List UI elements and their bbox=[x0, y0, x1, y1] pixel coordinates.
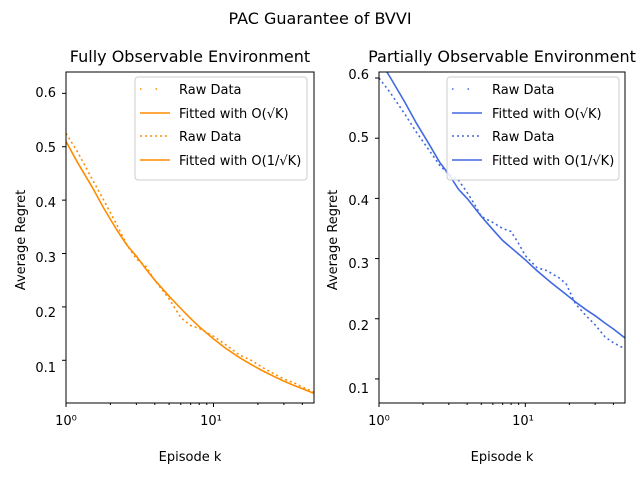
y-tick-label: 0.4 bbox=[348, 194, 369, 209]
legend-label: Fitted with O(1/√K) bbox=[179, 154, 301, 169]
legend: Raw Data Fitted with O(√K) Raw Data Fitt… bbox=[446, 76, 620, 181]
y-tick-label: 0.1 bbox=[348, 382, 369, 397]
legend-label: Fitted with O(1/√K) bbox=[492, 154, 614, 169]
y-axis: 0.1 0.2 0.3 0.4 0.5 0.6 bbox=[35, 86, 66, 376]
y-tick-label: 0.6 bbox=[348, 68, 369, 83]
x-tick-label: 10¹ bbox=[200, 414, 222, 429]
x-axis-label: Episode k bbox=[471, 450, 534, 465]
chart-title: Partially Observable Environment bbox=[368, 47, 636, 66]
chart-panel-partially-observable: Partially Observable Environment 10⁰ 10¹… bbox=[326, 47, 636, 465]
y-tick-label: 0.4 bbox=[35, 196, 56, 211]
legend-label: Raw Data bbox=[492, 83, 555, 98]
chart-title: Fully Observable Environment bbox=[70, 47, 310, 66]
y-tick-label: 0.2 bbox=[35, 306, 56, 321]
y-tick-label: 0.5 bbox=[348, 131, 369, 146]
series-line-fitted bbox=[66, 141, 314, 395]
series-line-raw-data bbox=[379, 77, 625, 350]
x-tick-label: 10⁰ bbox=[55, 414, 77, 429]
figure-title: PAC Guarantee of BVVI bbox=[228, 9, 411, 28]
y-axis-label: Average Regret bbox=[326, 190, 341, 290]
y-axis-label: Average Regret bbox=[14, 190, 29, 290]
legend-label: Raw Data bbox=[492, 130, 555, 145]
y-tick-label: 0.2 bbox=[348, 319, 369, 334]
legend-label: Raw Data bbox=[179, 130, 242, 145]
series-line-raw-data bbox=[66, 132, 314, 394]
legend-label: Fitted with O(√K) bbox=[492, 107, 602, 122]
y-tick-label: 0.3 bbox=[35, 251, 56, 266]
axes-frame bbox=[65, 71, 315, 404]
legend-label: Raw Data bbox=[179, 83, 242, 98]
x-tick-label: 10⁰ bbox=[368, 414, 390, 429]
series-line-fitted bbox=[385, 72, 625, 339]
x-axis: 10⁰ 10¹ bbox=[368, 403, 614, 429]
legend: Raw Data Fitted with O(√K) Raw Data Fitt… bbox=[134, 76, 308, 181]
plot-area bbox=[66, 132, 314, 395]
y-tick-label: 0.5 bbox=[35, 141, 56, 156]
axes-frame bbox=[378, 71, 626, 404]
legend-label: Fitted with O(√K) bbox=[179, 107, 289, 122]
chart-panel-fully-observable: Fully Observable Environment 10⁰ 10¹ 0.1… bbox=[14, 47, 315, 465]
x-axis: 10⁰ 10¹ bbox=[55, 403, 303, 429]
x-tick-label: 10¹ bbox=[512, 414, 534, 429]
y-tick-label: 0.6 bbox=[35, 86, 56, 101]
y-tick-label: 0.3 bbox=[348, 257, 369, 272]
plot-area bbox=[379, 72, 625, 350]
y-tick-label: 0.1 bbox=[35, 361, 56, 376]
y-axis: 0.1 0.2 0.3 0.4 0.5 0.6 bbox=[348, 68, 379, 397]
x-axis-label: Episode k bbox=[159, 450, 222, 465]
